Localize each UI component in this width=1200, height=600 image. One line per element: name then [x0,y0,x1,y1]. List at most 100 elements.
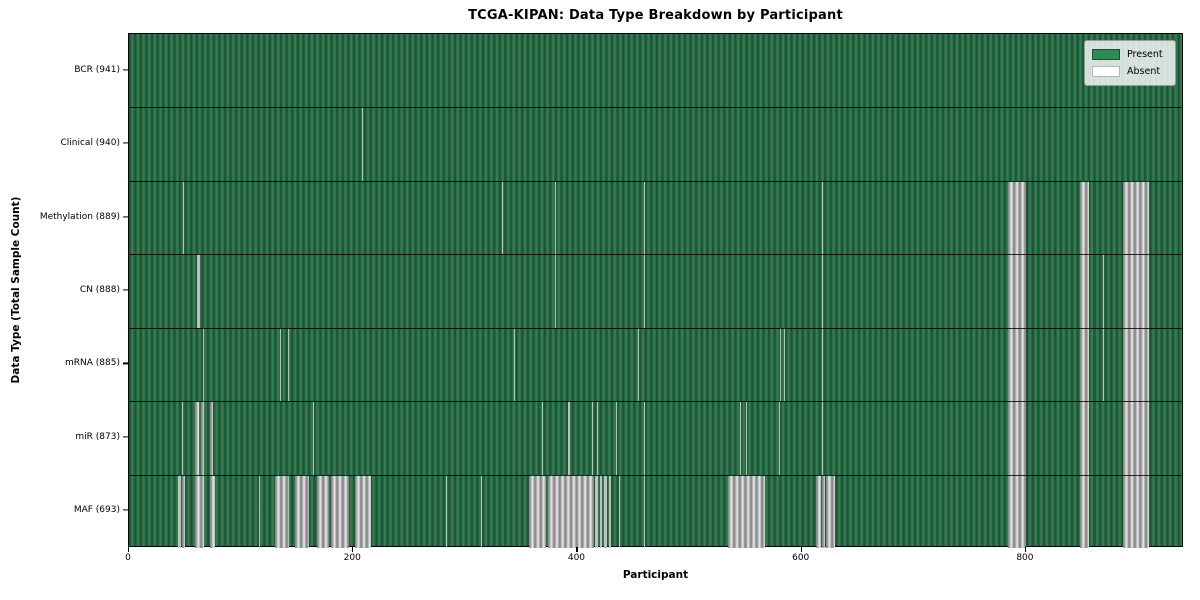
y-tick-mark [123,69,128,71]
absent-stripe-cn [1123,254,1150,328]
x-tick-label-800: 800 [1016,553,1034,563]
absent-stripe-mir [1123,401,1150,475]
absent-stripe-mir [643,401,645,475]
absent-stripe-maf [618,474,621,548]
absent-stripe-mir [1079,401,1089,475]
absent-stripe-maf [1123,474,1150,548]
x-tick-mark [800,547,802,552]
absent-stripe-mir [779,401,781,475]
absent-stripe-mrna [783,327,785,402]
absent-stripe-mrna [280,327,282,402]
absent-stripe-maf [599,474,603,548]
absent-stripe-maf [178,474,181,548]
absent-stripe-mrna [1007,327,1026,402]
x-axis-label: Participant [622,569,689,581]
legend: Present Absent [1084,40,1176,86]
absent-stripe-maf [821,474,826,548]
absent-stripe-methylation [182,180,184,255]
absent-stripe-mir [568,401,570,475]
x-tick-label-600: 600 [792,553,810,563]
absent-stripe-mrna [1123,327,1150,402]
absent-stripe-maf [529,474,547,548]
absent-stripe-mir [1007,401,1026,475]
absent-stripe-maf [355,474,372,548]
absent-stripe-mrna [1079,327,1089,402]
y-tick-label-clinical: Clinical (940) [60,138,120,149]
absent-stripe-methylation [555,180,557,255]
absent-stripe-maf [826,474,836,548]
absent-stripe-maf [727,474,765,548]
absent-stripe-methylation [821,180,823,255]
absent-stripe-maf [1007,474,1026,548]
absent-stripe-mir [312,401,314,475]
absent-stripe-mir [740,401,742,475]
absent-stripe-maf [608,474,612,548]
absent-stripe-mir [209,401,214,475]
absent-stripe-cn [1103,254,1105,328]
absent-stripe-methylation [502,180,504,255]
absent-stripe-methylation [1079,180,1089,255]
absent-stripe-maf [274,474,290,548]
absent-stripe-maf [294,474,310,548]
x-tick-label-400: 400 [567,553,586,563]
y-tick-label-methylation: Methylation (889) [39,211,120,222]
absent-stripe-mir [541,401,543,475]
absent-stripe-mir [596,401,598,475]
absent-stripe-cn [555,254,557,328]
x-tick-mark [576,547,578,552]
absent-stripe-maf [195,474,205,548]
absent-stripe-mir [195,401,199,475]
y-tick-mark [123,289,128,291]
absent-stripe-maf [604,474,607,548]
legend-label-absent: Absent [1127,65,1161,77]
absent-stripe-mrna [288,327,290,402]
absent-stripe-cn [1079,254,1089,328]
row-separator [129,180,1182,182]
absent-stripe-mrna [513,327,515,402]
y-tick-label-mrna: mRNA (885) [65,358,120,369]
legend-entry-absent: Absent [1092,63,1168,80]
absent-stripe-maf [259,474,261,548]
absent-stripe-cn [643,254,645,328]
absent-stripe-mrna [780,327,782,402]
absent-stripe-cn [821,254,823,328]
row-separator [129,107,1182,109]
row-separator [129,401,1182,403]
absent-stripe-mir [615,401,617,475]
legend-entry-present: Present [1092,46,1168,63]
absent-stripe-maf [1079,474,1089,548]
y-tick-label-maf: MAF (693) [73,505,120,516]
absent-stripe-maf [330,474,349,548]
x-tick-mark [352,547,354,552]
y-tick-label-bcr: BCR (941) [74,64,120,75]
absent-stripe-clinical [362,107,364,181]
x-tick-mark [128,547,130,552]
x-tick-label-200: 200 [343,553,361,563]
y-tick-mark [123,509,128,511]
legend-label-present: Present [1127,48,1163,60]
absent-stripe-mrna [203,327,205,402]
x-tick-mark [1024,547,1027,552]
absent-stripe-maf [446,474,448,548]
absent-stripe-maf [643,474,645,548]
chart-title: TCGA-KIPAN: Data Type Breakdown by Parti… [468,8,843,23]
absent-stripe-maf [481,474,483,548]
absent-stripe-methylation [1123,180,1150,255]
absent-stripe-maf [209,474,216,548]
absent-stripe-mir [745,401,747,475]
absent-stripe-mrna [1103,327,1105,402]
absent-stripe-mir [821,401,823,475]
absent-stripe-mir [200,401,205,475]
absent-swatch-icon [1092,66,1120,77]
row-separator [129,254,1182,256]
y-tick-mark [123,436,128,438]
row-separator [129,327,1182,329]
absent-stripe-mrna [638,327,640,402]
absent-stripe-mir [592,401,594,475]
y-tick-mark [123,362,128,365]
absent-stripe-maf [816,474,821,548]
absent-stripe-mrna [821,327,823,402]
absent-stripe-methylation [643,180,645,255]
absent-stripe-maf [595,474,598,548]
